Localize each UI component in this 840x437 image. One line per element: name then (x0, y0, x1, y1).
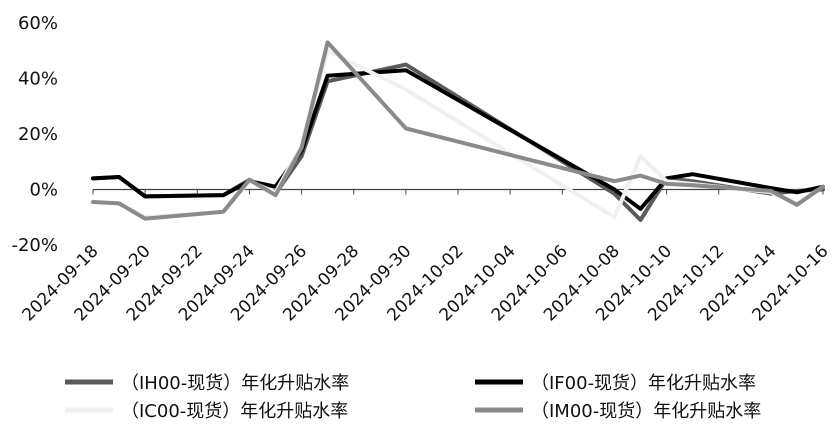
legend: （IH00-现货）年化升贴水率 （IF00-现货）年化升贴水率 （IC00-现货）年… (65, 373, 761, 422)
legend-label: （IH00-现货）年化升贴水率 (121, 373, 349, 394)
x-axis-ticks: 2024-09-182024-09-202024-09-222024-09-24… (19, 189, 833, 325)
y-axis-ticks: -20% 0% 20% 40% 60% (11, 13, 58, 256)
y-tick-label: 0% (29, 180, 58, 201)
series-lines (91, 40, 825, 222)
y-tick-label: 60% (18, 13, 58, 34)
y-tick-label: 40% (18, 69, 58, 90)
y-tick-label: -20% (11, 235, 58, 256)
y-tick-label: 20% (18, 124, 58, 145)
series-line-4 (91, 40, 825, 221)
legend-label: （IM00-现货）年化升贴水率 (531, 401, 761, 422)
legend-label: （IF00-现货）年化升贴水率 (531, 373, 756, 394)
series-line-2 (91, 68, 825, 211)
legend-label: （IC00-现货）年化升贴水率 (121, 401, 348, 422)
